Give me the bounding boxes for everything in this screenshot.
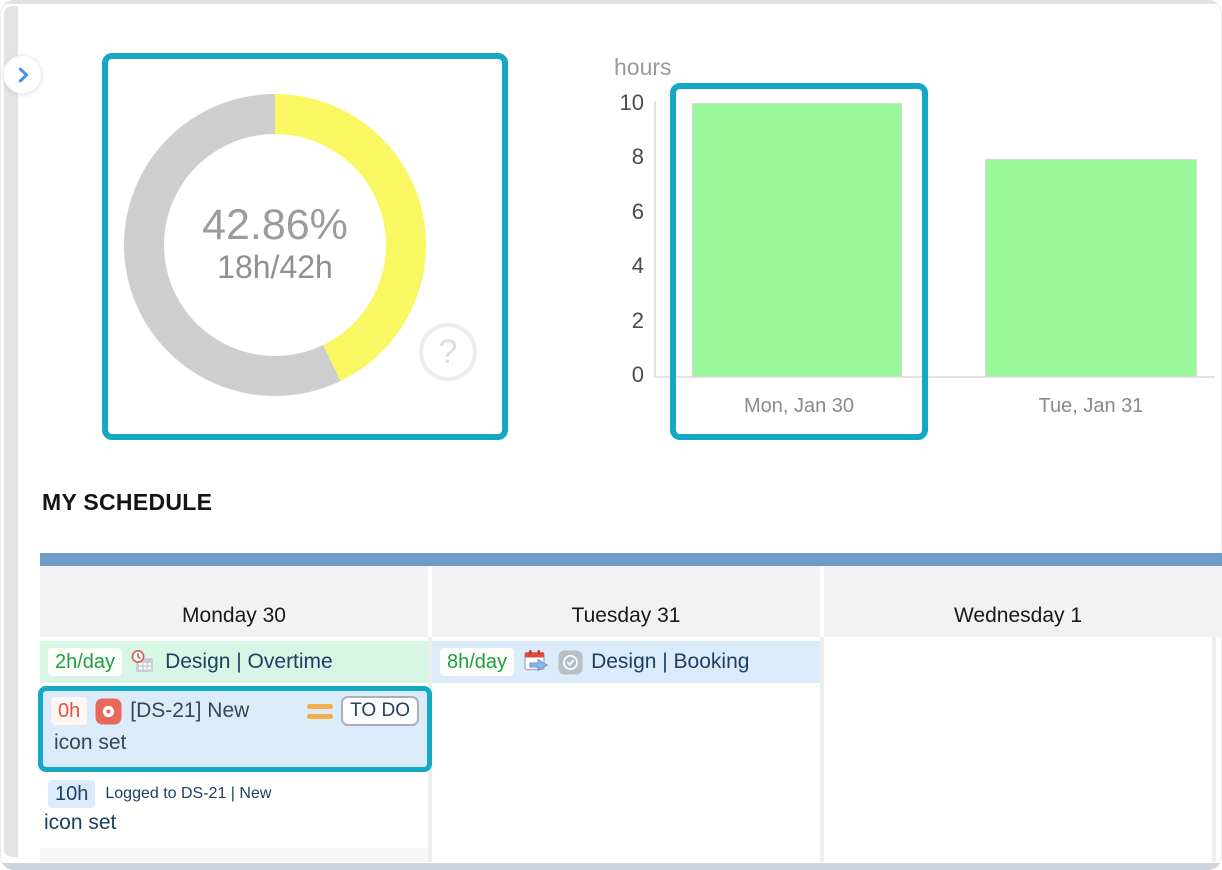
- bar-mon-jan-30[interactable]: [692, 103, 902, 377]
- item-activity-label: Design | Overtime: [165, 650, 333, 673]
- header-column-divider: [428, 566, 432, 637]
- y-tick-4: 4: [631, 253, 644, 278]
- schedule-header-row: [40, 566, 1222, 637]
- chevron-right-icon: [12, 64, 34, 86]
- question-mark-icon: ?: [438, 332, 458, 371]
- utilization-percent: 42.86%: [202, 201, 348, 250]
- bar-label-tue: Tue, Jan 31: [1038, 395, 1144, 417]
- expand-sidebar-button[interactable]: [3, 55, 42, 94]
- logged-text-line2: icon set: [44, 811, 117, 834]
- day-header-wednesday: Wednesday 1: [953, 604, 1083, 627]
- utilization-ratio: 18h/42h: [217, 249, 333, 286]
- bar-tue-jan-31[interactable]: [985, 159, 1197, 377]
- day-header-monday: Monday 30: [182, 604, 286, 627]
- mon-bar-highlight-box: [670, 83, 928, 440]
- monday-column-empty-area: [40, 848, 428, 862]
- utilization-donut-chart: 42.86% 18h/42h: [124, 94, 426, 396]
- y-tick-2: 2: [631, 308, 644, 333]
- window-top-edge: [0, 0, 1222, 4]
- hours-chip: 8h/day: [440, 648, 515, 676]
- column-divider: [820, 637, 824, 862]
- priority-medium-icon: [307, 703, 334, 719]
- schedule-item-logged-time[interactable]: 10h Logged to DS-21 | New icon set: [40, 775, 428, 848]
- donut-center: 42.86% 18h/42h: [164, 134, 386, 356]
- item-activity-label: Design | Booking: [591, 650, 750, 673]
- y-axis-line: [654, 101, 656, 377]
- schedule-top-accent-bar: [40, 553, 1222, 566]
- task-type-icon: [95, 698, 122, 725]
- booking-calendar-icon: [522, 648, 550, 676]
- logged-text-line1: Logged to DS-21 | New: [105, 785, 272, 802]
- overtime-clock-calendar-icon: [130, 649, 157, 675]
- schedule-section-title: MY SCHEDULE: [42, 489, 213, 515]
- window-bottom-edge: [0, 863, 1222, 870]
- schedule-item-overtime-booking[interactable]: 2h/day Design | Overtime: [40, 641, 428, 683]
- header-column-divider: [820, 566, 824, 637]
- approved-check-icon: [558, 650, 583, 675]
- collapsed-sidebar-strip: [4, 6, 18, 857]
- chart-y-axis-label: hours: [614, 54, 672, 80]
- utilization-widget[interactable]: 42.86% 18h/42h ?: [102, 53, 508, 440]
- status-badge: TO DO: [341, 696, 419, 726]
- y-tick-0: 0: [631, 362, 644, 387]
- bar-label-mon: Mon, Jan 30: [743, 395, 855, 417]
- schedule-item-booking[interactable]: 8h/day Design | Booking: [432, 641, 820, 683]
- task-title-line1: [DS-21] New: [130, 699, 250, 722]
- hours-chip: 10h: [48, 780, 96, 808]
- day-header-tuesday: Tuesday 31: [571, 604, 681, 627]
- help-button[interactable]: ?: [419, 323, 477, 381]
- y-tick-6: 6: [631, 199, 644, 224]
- column-divider: [1212, 637, 1216, 862]
- task-title-line2: icon set: [54, 731, 127, 754]
- y-tick-8: 8: [631, 144, 644, 169]
- hours-chip: 0h: [51, 697, 88, 725]
- schedule-item-task-highlighted[interactable]: 0h [DS-21] New TO DO icon set: [38, 686, 432, 772]
- hours-chip: 2h/day: [48, 648, 123, 676]
- x-axis-line: [654, 376, 1215, 378]
- y-tick-10: 10: [619, 90, 644, 115]
